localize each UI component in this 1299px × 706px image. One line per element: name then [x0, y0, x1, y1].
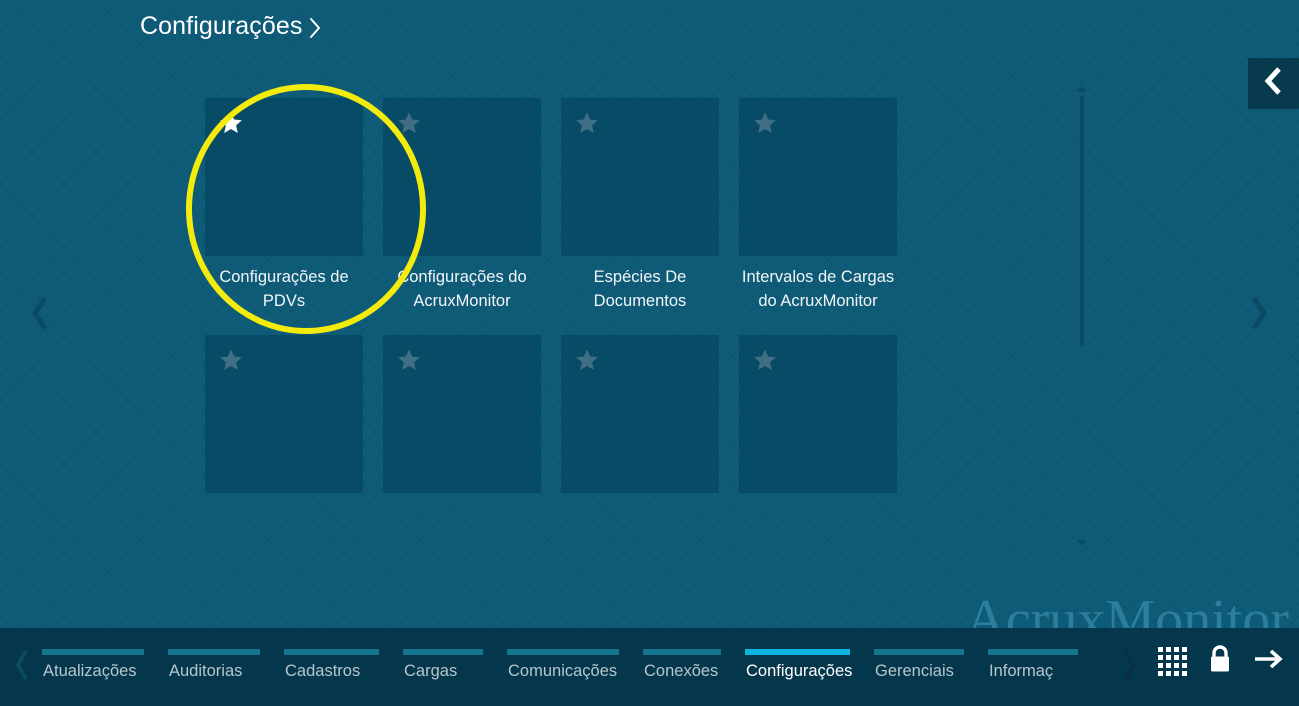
nav-tab-auditorias[interactable]: Auditorias	[168, 628, 260, 681]
tile[interactable]: Espécies De Documentos	[561, 98, 739, 313]
star-icon[interactable]	[218, 110, 244, 136]
grid-icon	[1157, 646, 1187, 676]
back-button[interactable]	[1248, 58, 1299, 109]
chevron-right-icon	[307, 15, 323, 41]
chevron-right-icon	[1247, 293, 1271, 338]
nav-tab-configura-es[interactable]: Configurações	[745, 628, 853, 681]
nav-tab-label: Comunicações	[508, 662, 618, 680]
nav-tab-underline	[403, 649, 483, 655]
nav-tabs: Atualizações Auditorias Cadastros Cargas Com…	[42, 628, 1109, 706]
prev-page-button[interactable]	[18, 292, 62, 338]
chevron-left-icon	[28, 293, 52, 338]
star-icon[interactable]	[752, 347, 778, 373]
tile[interactable]	[739, 335, 917, 503]
tile-thumbnail[interactable]	[739, 335, 897, 493]
nav-tab-gerenciais[interactable]: Gerenciais	[874, 628, 964, 681]
chevron-left-icon	[12, 647, 32, 688]
nav-tab-label: Cadastros	[285, 662, 361, 680]
tile-thumbnail[interactable]	[383, 98, 541, 256]
tile-label: Espécies De Documentos	[593, 268, 687, 310]
logout-button[interactable]	[1245, 638, 1291, 684]
nav-tab-label: Gerenciais	[875, 662, 954, 680]
caret-down-icon[interactable]	[1077, 540, 1087, 546]
nav-tab-cadastros[interactable]: Cadastros	[284, 628, 379, 681]
star-icon[interactable]	[574, 347, 600, 373]
star-icon[interactable]	[752, 110, 778, 136]
star-icon[interactable]	[574, 110, 600, 136]
nav-tab-underline	[168, 649, 260, 655]
tile-thumbnail[interactable]	[561, 335, 719, 493]
nav-tab-underline	[988, 649, 1078, 655]
apps-grid-button[interactable]	[1149, 638, 1195, 684]
nav-tab-underline	[643, 649, 721, 655]
nav-tab-informa-[interactable]: Informaç	[988, 628, 1078, 681]
tile-label: Configurações do AcruxMonitor	[397, 268, 527, 310]
nav-tab-comunica-es[interactable]: Comunicações	[507, 628, 619, 681]
header: Configurações	[0, 0, 1299, 58]
vertical-scrollbar[interactable]	[1074, 86, 1090, 546]
nav-tab-label: Auditorias	[169, 662, 243, 680]
tile-thumbnail[interactable]	[383, 335, 541, 493]
tile[interactable]: Configurações de PDVs	[205, 98, 383, 313]
lock-icon	[1206, 643, 1234, 680]
nav-tab-label: Informaç	[989, 662, 1054, 680]
nav-tab-underline	[507, 649, 619, 655]
nav-tab-label: Conexões	[644, 662, 719, 680]
nav-tab-cargas[interactable]: Cargas	[403, 628, 483, 681]
star-icon[interactable]	[396, 347, 422, 373]
bottom-tools	[1149, 628, 1299, 700]
next-page-button[interactable]	[1237, 292, 1281, 338]
tile[interactable]: Configurações do AcruxMonitor	[383, 98, 561, 313]
page-title: Configurações	[140, 12, 303, 40]
tile[interactable]	[205, 335, 383, 503]
scrollbar-track[interactable]	[1080, 96, 1084, 536]
star-icon[interactable]	[218, 347, 244, 373]
arrow-right-icon	[1252, 645, 1284, 678]
tile-label: Intervalos de Cargas do AcruxMonitor	[741, 268, 895, 310]
tile-thumbnail[interactable]	[739, 98, 897, 256]
tile[interactable]	[383, 335, 561, 503]
bottom-navigation-bar: Atualizações Auditorias Cadastros Cargas Com…	[0, 628, 1299, 706]
star-icon[interactable]	[396, 110, 422, 136]
scrollbar-thumb[interactable]	[1080, 96, 1084, 346]
nav-scroll-left-button[interactable]	[2, 628, 42, 706]
tile-label: Configurações de PDVs	[219, 268, 349, 310]
breadcrumb[interactable]: Configurações	[140, 12, 323, 41]
tile-thumbnail[interactable]	[561, 98, 719, 256]
tile-thumbnail[interactable]	[205, 98, 363, 256]
lock-button[interactable]	[1197, 638, 1243, 684]
nav-tab-underline	[745, 649, 850, 655]
nav-tab-label: Atualizações	[43, 662, 137, 680]
nav-tab-underline	[874, 649, 964, 655]
nav-tab-label: Cargas	[404, 662, 458, 680]
tiles-grid: Configurações de PDVs Configurações do Ac…	[205, 98, 917, 503]
nav-tab-atualiza-es[interactable]: Atualizações	[42, 628, 144, 681]
nav-scroll-right-button[interactable]	[1109, 628, 1149, 706]
chevron-left-icon	[1261, 65, 1287, 102]
caret-up-icon[interactable]	[1077, 86, 1087, 92]
tile[interactable]: Intervalos de Cargas do AcruxMonitor	[739, 98, 917, 313]
tile[interactable]	[561, 335, 739, 503]
nav-tab-underline	[42, 649, 144, 655]
tile-thumbnail[interactable]	[205, 335, 363, 493]
tiles-viewport: Configurações de PDVs Configurações do Ac…	[205, 98, 1080, 544]
nav-tab-underline	[284, 649, 379, 655]
chevron-right-icon	[1119, 647, 1139, 688]
nav-tab-conex-es[interactable]: Conexões	[643, 628, 721, 681]
nav-tab-label: Configurações	[746, 662, 853, 680]
